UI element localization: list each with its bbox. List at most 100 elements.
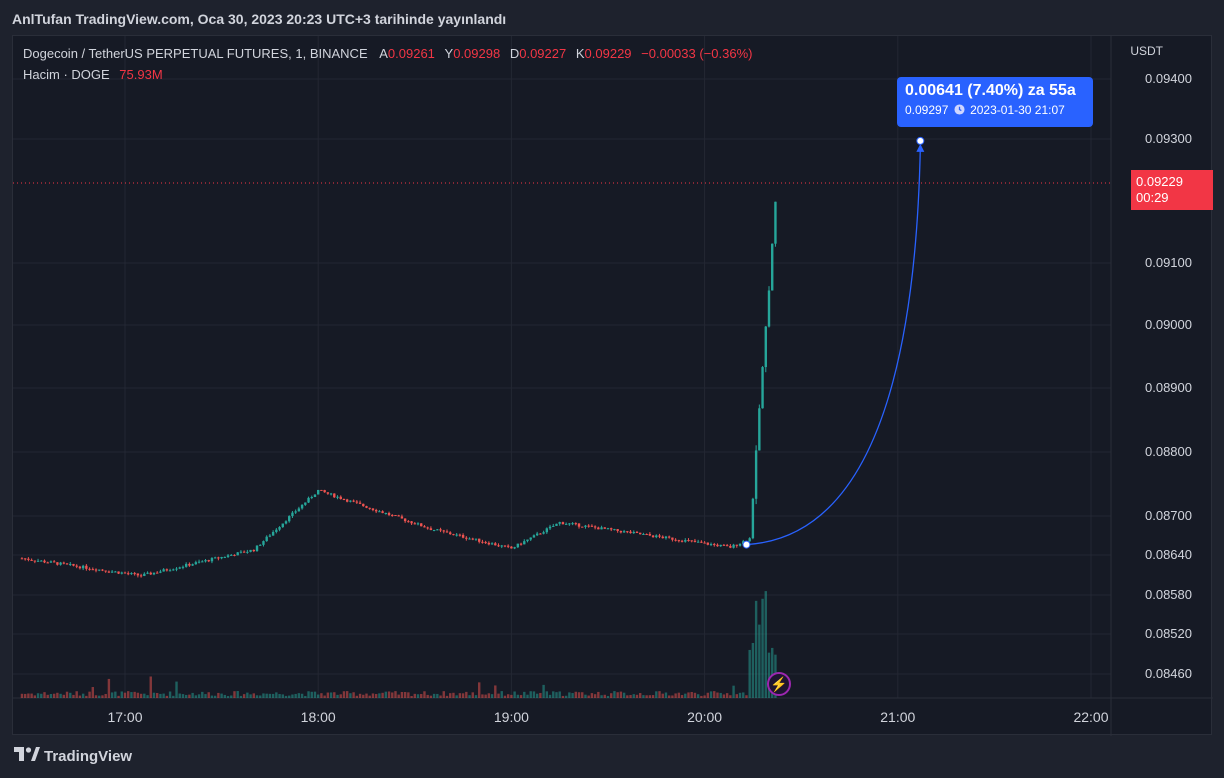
open-value: 0.09261 [387, 46, 435, 61]
measure-label[interactable]: 0.00641 (7.40%) za 55a 0.09297 2023-01-3… [897, 77, 1093, 127]
volume-bar [452, 692, 455, 698]
candle-body [648, 534, 652, 536]
volume-bar [465, 691, 468, 698]
volume-bar [188, 694, 191, 698]
candle-body [313, 494, 317, 498]
candle-body [91, 569, 94, 571]
volume-bar [725, 693, 729, 698]
candle-body [123, 572, 127, 574]
volume-bar [667, 695, 671, 698]
volume-bar [629, 695, 632, 698]
candle-body [342, 499, 346, 501]
volume-bar [413, 693, 416, 698]
volume-bar [577, 692, 581, 698]
candle-body [642, 534, 645, 536]
close-label: K [575, 46, 585, 61]
candle-body [432, 530, 436, 532]
volume-bar [400, 692, 404, 698]
volume-bar [191, 692, 194, 698]
chart-frame[interactable]: 0.09400 0.09300 0.09100 0.09000 0.08900 0.088… [12, 35, 1213, 736]
measure-datetime: 2023-01-30 21:07 [970, 103, 1065, 117]
volume-bar [532, 691, 536, 698]
volume-bar [745, 695, 748, 698]
volume-label[interactable]: Hacim · DOGE [23, 67, 110, 82]
volume-bar [252, 693, 255, 698]
volume-bar [107, 678, 111, 698]
candle-body [410, 521, 413, 524]
volume-bar [362, 694, 365, 698]
candle-body [587, 525, 590, 527]
clock-icon [952, 103, 970, 117]
candle-body [716, 544, 719, 547]
volume-bar [632, 694, 635, 698]
volume-bar [43, 692, 46, 698]
candle-body [246, 551, 249, 553]
volume-bar [619, 691, 623, 698]
volume-bar [442, 691, 445, 698]
axis-unit[interactable]: USDT [1130, 44, 1163, 58]
candle-body [574, 523, 577, 525]
measure-sub-text: 0.09297 2023-01-30 21:07 [905, 103, 1085, 117]
candle-body [558, 522, 561, 524]
candle-body [664, 536, 668, 539]
time-tick-label: 17:00 [107, 709, 142, 725]
volume-bar [213, 695, 217, 698]
volume-bar [439, 695, 442, 698]
volume-bar [474, 695, 478, 698]
volume-bar [407, 692, 410, 698]
volume-bar [613, 691, 616, 698]
volume-bar [117, 695, 120, 698]
candle-body [687, 540, 690, 542]
candle-body [506, 545, 510, 547]
volume-bar [751, 642, 755, 698]
volume-bar [197, 694, 201, 698]
candle-body [751, 498, 755, 539]
chart-canvas[interactable]: 0.09400 0.09300 0.09100 0.09000 0.08900 0.088… [13, 36, 1213, 736]
candle-body [481, 541, 484, 543]
volume-bar [23, 693, 27, 698]
candle-body [294, 511, 297, 513]
flash-icon[interactable]: ⚡ [767, 672, 791, 696]
candle-body [696, 541, 700, 543]
symbol-name[interactable]: Dogecoin / TetherUS PERPETUAL FUTURES, 1… [23, 46, 368, 61]
volume-bar [732, 685, 735, 698]
volume-bar [706, 692, 710, 698]
volume-bar [526, 694, 529, 698]
candle-body [423, 526, 426, 528]
time-tick-label: 22:00 [1073, 709, 1108, 725]
change-value: −0.00033 (−0.36%) [641, 46, 753, 61]
volume-bar [742, 692, 745, 698]
candle-body [722, 544, 726, 546]
volume-bar [664, 692, 668, 698]
open-label: A [379, 46, 388, 61]
candle-body [610, 528, 613, 530]
candle-body [20, 558, 24, 560]
candle-body [255, 545, 259, 552]
price-tick-label: 0.09300 [1145, 131, 1192, 146]
candle-body [622, 531, 626, 533]
volume-bar [223, 694, 227, 698]
candle-body [30, 559, 33, 561]
volume-bar [249, 694, 252, 698]
candle-body [207, 560, 210, 562]
volume-bar [403, 691, 407, 698]
tradingview-footer[interactable]: TradingView [14, 747, 132, 765]
volume-bar [27, 693, 30, 698]
candle-body [381, 511, 384, 514]
volume-bar [123, 692, 127, 698]
candle-body [136, 573, 140, 576]
volume-bar [639, 693, 642, 698]
volume-bar [288, 695, 291, 698]
candle-body [449, 532, 452, 535]
candle-body [236, 552, 239, 556]
price-tick-label: 0.08700 [1145, 508, 1192, 523]
volume-bar [391, 692, 394, 698]
volume-bar [581, 692, 584, 698]
price-tick-label: 0.08900 [1145, 380, 1192, 395]
volume-bar [101, 695, 104, 698]
publish-caption: AnlTufan TradingView.com, Oca 30, 2023 2… [12, 11, 507, 27]
volume-bar [436, 693, 439, 698]
volume-bar [677, 692, 681, 698]
candle-body [510, 546, 513, 549]
volume-bar [365, 693, 368, 698]
